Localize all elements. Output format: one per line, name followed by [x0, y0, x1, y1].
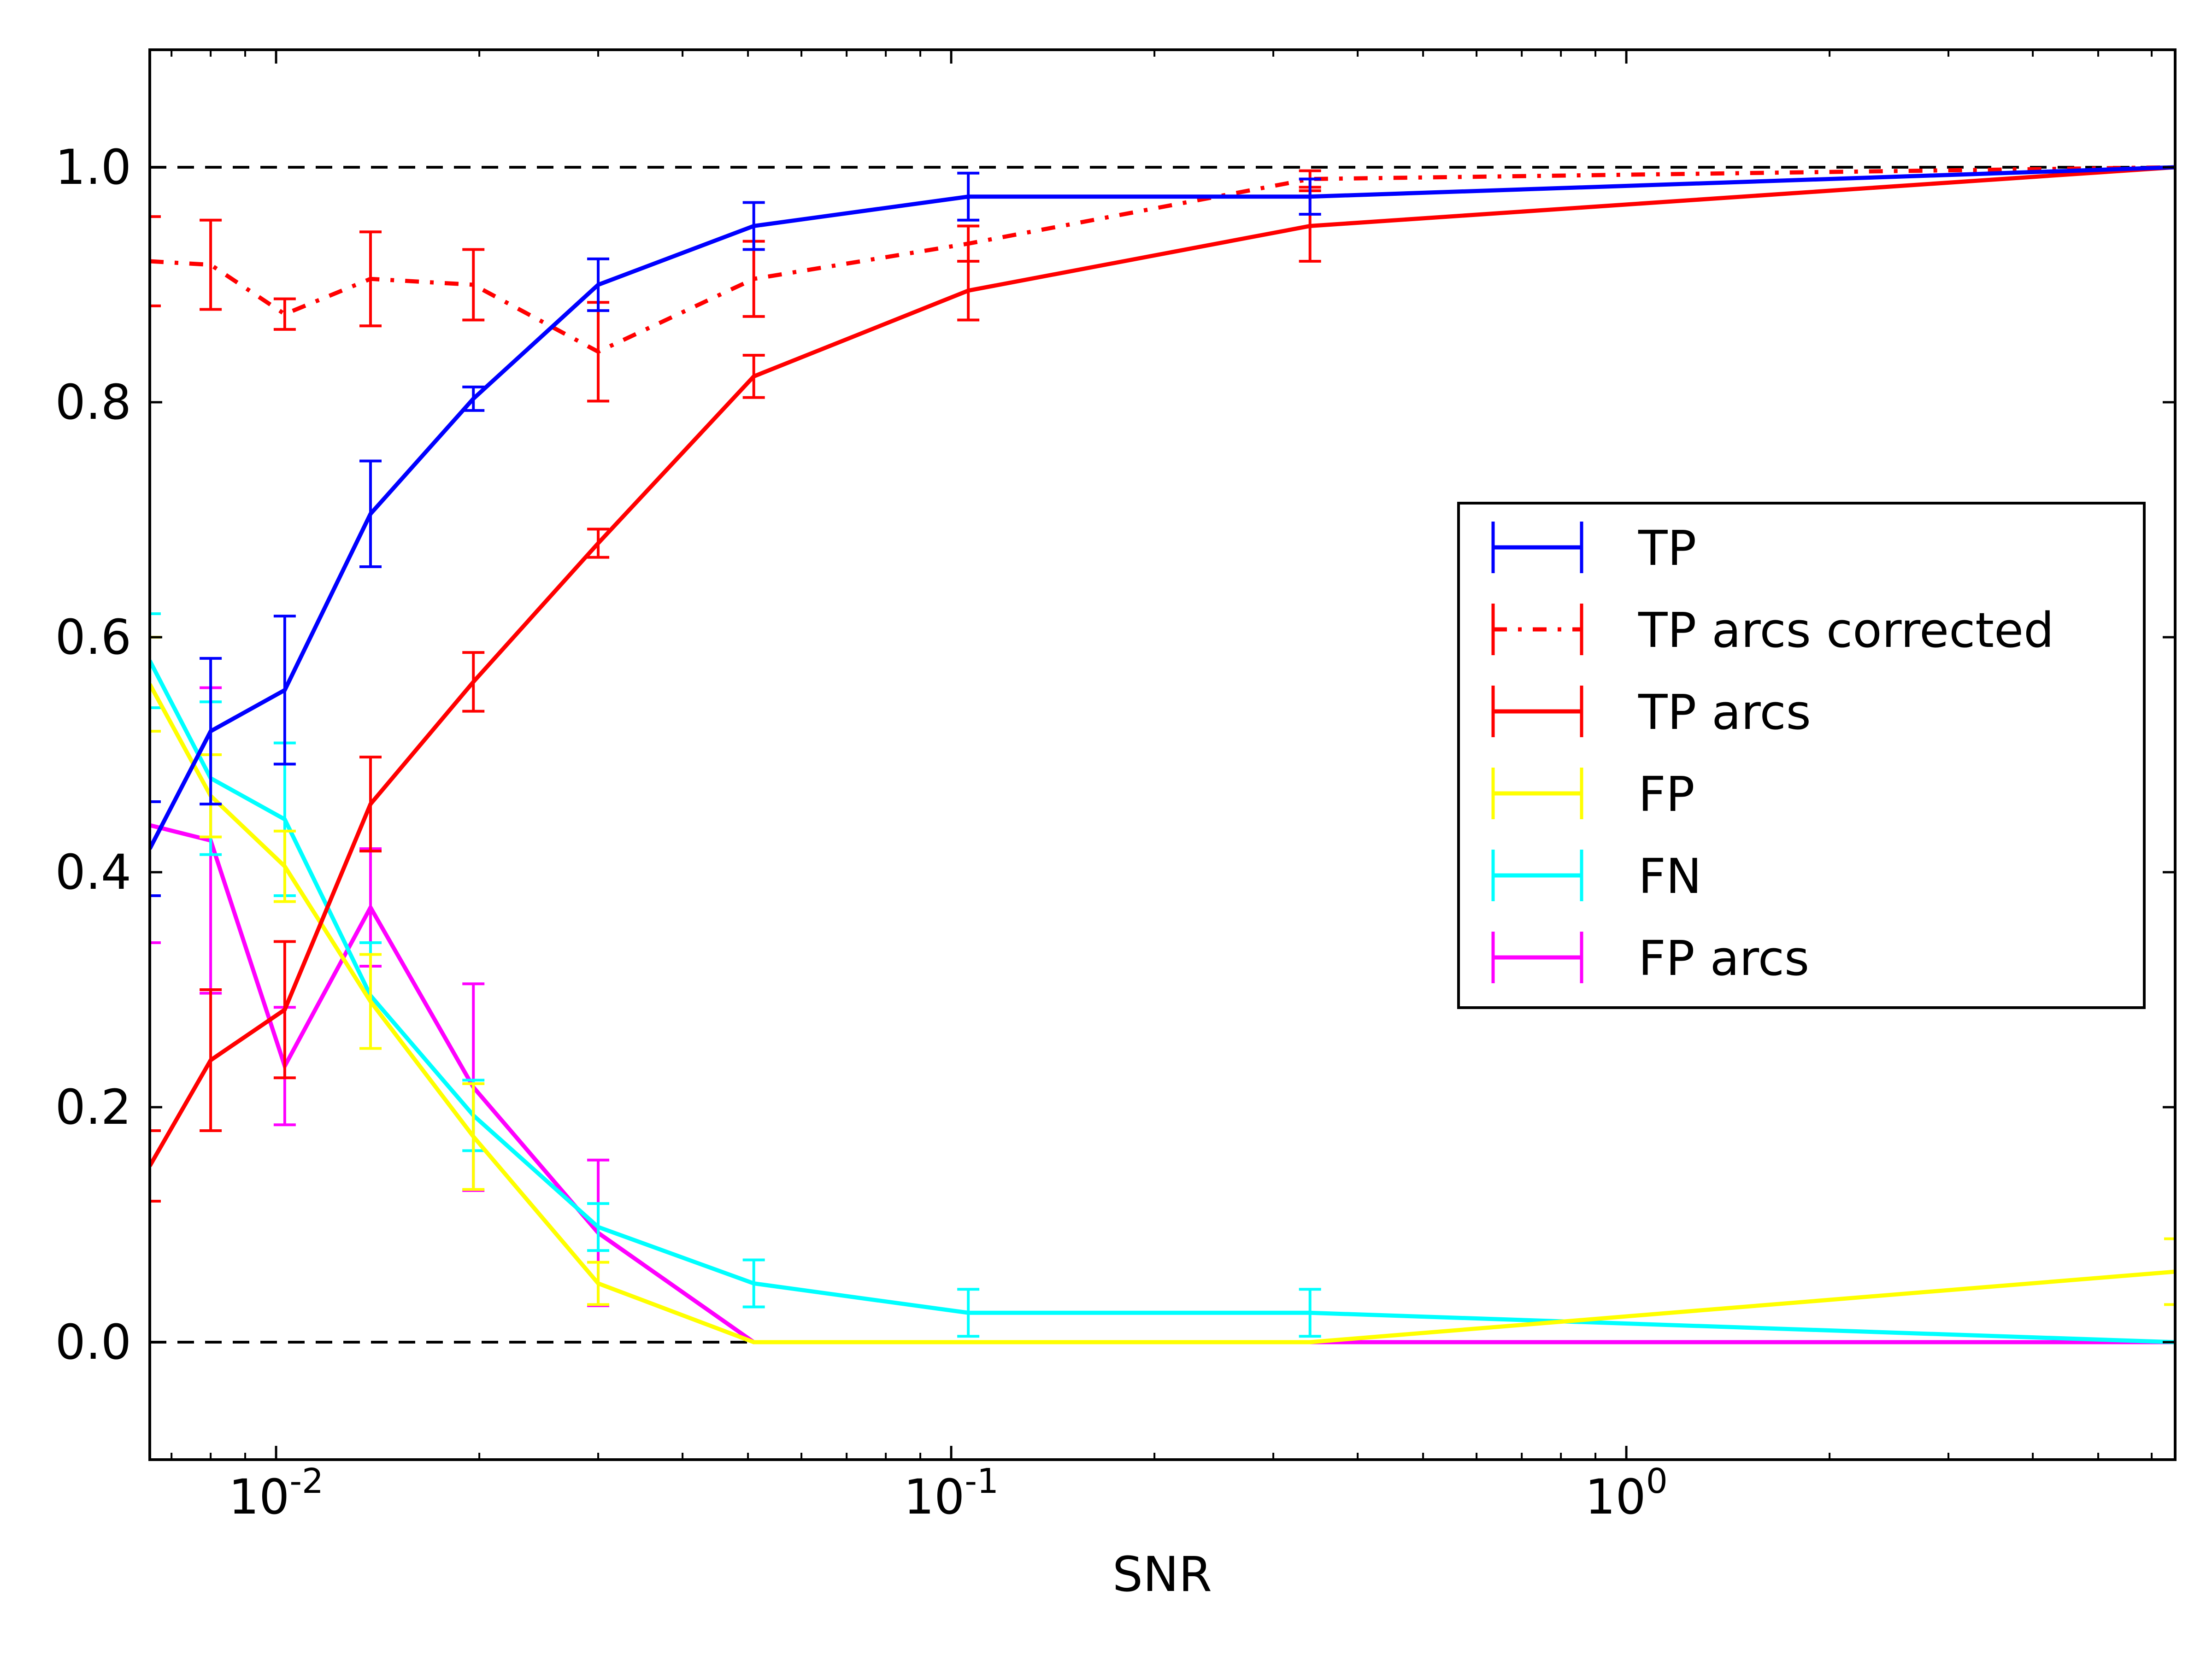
legend-label: FP arcs	[1638, 930, 1809, 986]
legend: TP TP arcs corrected TP arcs FP FN FP arcs	[1457, 502, 2146, 1009]
y-tick-label: 0.0	[55, 1314, 131, 1370]
y-tick-label: 0.6	[55, 609, 131, 665]
legend-box	[1457, 502, 2146, 1009]
series-tp	[150, 165, 2175, 897]
legend-label: TP	[1638, 520, 1696, 576]
axis-ticks: 0.0 0.2 0.4 0.6 0.8 1.0 10-2 10-1 100	[55, 50, 2175, 1525]
legend-entry-tp-arcs-corrected: TP arcs corrected	[1491, 602, 2054, 658]
legend-entry-fn: FN	[1491, 848, 1702, 904]
legend-label: TP arcs	[1638, 684, 1811, 740]
y-tick-label: 0.4	[55, 844, 131, 900]
series-line-fn	[150, 659, 2175, 1344]
plot-frame	[148, 48, 2177, 1461]
series-tp-arcs	[150, 165, 2175, 1203]
legend-label: FP	[1638, 766, 1695, 822]
series-line-tp-arcs	[150, 165, 2175, 1167]
y-tick-label: 0.2	[55, 1079, 131, 1135]
series-layer	[150, 165, 2175, 1344]
series-fp	[150, 636, 2175, 1344]
series-line-tp	[150, 165, 2175, 850]
legend-label: FN	[1638, 848, 1702, 904]
x-tick-label: 10-2	[229, 1461, 324, 1525]
series-tp-arcs-corrected	[150, 165, 2175, 403]
legend-entry-fp-arcs: FP arcs	[1491, 930, 1809, 986]
legend-entry-tp: TP	[1491, 520, 1696, 576]
y-tick-label: 1.0	[55, 139, 131, 195]
x-tick-label: 10-1	[904, 1461, 999, 1525]
legend-label: TP arcs corrected	[1638, 602, 2054, 658]
x-axis-label: SNR	[1112, 1546, 1212, 1602]
x-tick-label: 100	[1585, 1461, 1667, 1525]
legend-entry-fp: FP	[1491, 766, 1695, 822]
y-tick-label: 0.8	[55, 374, 131, 430]
series-line-tp-arcs-corrected	[150, 165, 2175, 354]
series-line-fp	[150, 683, 2175, 1344]
legend-entry-tp-arcs: TP arcs	[1491, 684, 1811, 740]
